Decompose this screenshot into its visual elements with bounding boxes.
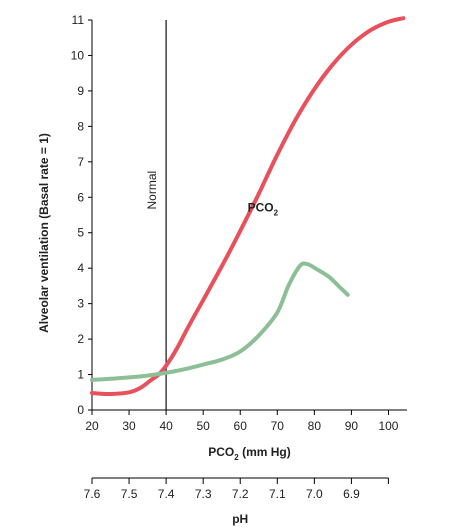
x-tick-label: 70 xyxy=(271,419,285,433)
ph-tick-label: 7.5 xyxy=(121,487,138,501)
x-tick-label: 30 xyxy=(122,419,136,433)
ph-tick-label: 7.4 xyxy=(158,487,175,501)
ph-tick-label: 7.2 xyxy=(232,487,249,501)
y-tick-label: 0 xyxy=(77,403,84,417)
axes-layer: 0 1 2 3 4 5 6 7 8 9 10 11 20 30 40 50 60 70 80 90 100 7.6 7.5 7… xyxy=(71,13,407,501)
normal-label: Normal xyxy=(145,171,159,210)
x-axis-title: PCO2 (mm Hg) xyxy=(208,445,290,462)
ph-axis-title: pH xyxy=(232,512,248,526)
series-label-pco2: PCO2 xyxy=(248,200,279,217)
label-layer: PCO2 (mm Hg) pH Alveolar ventilation (Basa… xyxy=(37,133,291,526)
ph-tick-label: 7.0 xyxy=(306,487,323,501)
y-tick-label: 1 xyxy=(77,368,84,382)
y-tick-label: 9 xyxy=(77,84,84,98)
series-layer xyxy=(90,16,406,397)
y-tick-label: 4 xyxy=(77,261,84,275)
y-tick-label: 8 xyxy=(77,119,84,133)
y-tick-label: 7 xyxy=(77,155,84,169)
x-tick-label: 50 xyxy=(196,419,210,433)
ph-tick-label: 7.6 xyxy=(84,487,101,501)
x-tick-label: 100 xyxy=(378,419,398,433)
x-tick-label: 60 xyxy=(234,419,248,433)
x-tick-label: 80 xyxy=(308,419,322,433)
y-tick-label: 6 xyxy=(77,190,84,204)
series-line-ph xyxy=(90,261,350,382)
ph-tick-label: 7.1 xyxy=(269,487,286,501)
y-axis-title: Alveolar ventilation (Basal rate = 1) xyxy=(37,133,51,333)
x-tick-label: 20 xyxy=(85,419,99,433)
x-tick-label: 40 xyxy=(159,419,173,433)
series-line-pco2 xyxy=(90,16,406,397)
y-tick-label: 5 xyxy=(77,226,84,240)
x-tick-label: 90 xyxy=(345,419,359,433)
ph-tick-label: 7.3 xyxy=(195,487,212,501)
y-tick-label: 11 xyxy=(72,13,85,27)
y-tick-label: 2 xyxy=(77,332,84,346)
ph-tick-label: 6.9 xyxy=(343,487,360,501)
y-tick-label: 10 xyxy=(71,48,85,62)
y-tick-label: 3 xyxy=(77,297,84,311)
